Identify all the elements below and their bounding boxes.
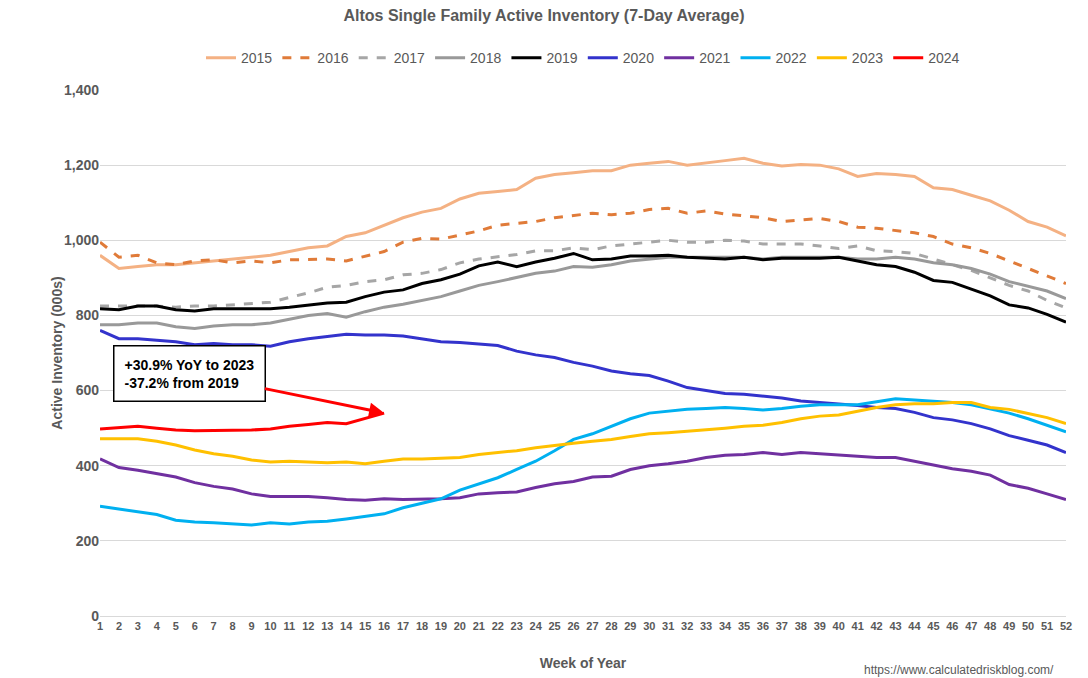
svg-text:40: 40	[833, 620, 845, 632]
svg-text:+30.9% YoY to 2023-37.2% from: +30.9% YoY to 2023-37.2% from 2019	[125, 357, 255, 391]
svg-text:23: 23	[511, 620, 523, 632]
svg-text:35: 35	[738, 620, 750, 632]
svg-text:19: 19	[435, 620, 447, 632]
svg-text:26: 26	[567, 620, 579, 632]
svg-text:2018: 2018	[470, 50, 501, 66]
svg-text:51: 51	[1041, 620, 1053, 632]
svg-text:1,400: 1,400	[64, 82, 99, 98]
svg-text:46: 46	[946, 620, 958, 632]
svg-text:49: 49	[1003, 620, 1015, 632]
svg-text:1,200: 1,200	[64, 157, 99, 173]
svg-text:https://www.calculatedriskblog: https://www.calculatedriskblog.com/	[864, 663, 1054, 677]
svg-text:Week of Year: Week of Year	[540, 655, 627, 671]
svg-text:2016: 2016	[317, 50, 348, 66]
svg-text:20: 20	[454, 620, 466, 632]
svg-text:36: 36	[757, 620, 769, 632]
svg-text:2015: 2015	[241, 50, 272, 66]
svg-text:42: 42	[870, 620, 882, 632]
svg-text:9: 9	[248, 620, 254, 632]
svg-text:200: 200	[76, 533, 100, 549]
svg-text:16: 16	[378, 620, 390, 632]
svg-text:1,000: 1,000	[64, 232, 99, 248]
svg-text:10: 10	[264, 620, 276, 632]
svg-text:38: 38	[795, 620, 807, 632]
svg-text:Active Inventory (000s): Active Inventory (000s)	[49, 276, 65, 429]
svg-text:24: 24	[530, 620, 543, 632]
svg-text:11: 11	[284, 620, 296, 632]
svg-text:8: 8	[230, 620, 236, 632]
svg-text:21: 21	[473, 620, 485, 632]
svg-text:37: 37	[776, 620, 788, 632]
svg-text:2024: 2024	[928, 50, 959, 66]
svg-text:7: 7	[211, 620, 217, 632]
svg-text:31: 31	[662, 620, 674, 632]
svg-text:25: 25	[548, 620, 560, 632]
svg-text:3: 3	[135, 620, 141, 632]
svg-text:33: 33	[700, 620, 712, 632]
svg-text:2023: 2023	[852, 50, 883, 66]
svg-text:41: 41	[852, 620, 864, 632]
svg-text:39: 39	[814, 620, 826, 632]
svg-text:2021: 2021	[699, 50, 730, 66]
svg-text:22: 22	[492, 620, 504, 632]
svg-text:44: 44	[908, 620, 921, 632]
svg-text:600: 600	[76, 382, 100, 398]
svg-text:48: 48	[984, 620, 996, 632]
svg-text:29: 29	[624, 620, 636, 632]
svg-text:28: 28	[605, 620, 617, 632]
svg-text:5: 5	[173, 620, 179, 632]
svg-text:2017: 2017	[394, 50, 425, 66]
svg-text:4: 4	[154, 620, 161, 632]
svg-text:2019: 2019	[546, 50, 577, 66]
svg-text:50: 50	[1022, 620, 1034, 632]
svg-text:14: 14	[340, 620, 353, 632]
svg-text:52: 52	[1060, 620, 1072, 632]
svg-text:45: 45	[927, 620, 939, 632]
svg-text:12: 12	[302, 620, 314, 632]
svg-text:32: 32	[681, 620, 693, 632]
svg-text:43: 43	[889, 620, 901, 632]
svg-text:15: 15	[359, 620, 371, 632]
svg-text:30: 30	[643, 620, 655, 632]
svg-text:1: 1	[97, 620, 103, 632]
svg-text:34: 34	[719, 620, 732, 632]
svg-text:800: 800	[76, 307, 100, 323]
svg-text:2: 2	[116, 620, 122, 632]
svg-text:Altos Single Family Active Inv: Altos Single Family Active Inventory (7-…	[343, 7, 744, 24]
svg-text:18: 18	[416, 620, 428, 632]
svg-text:27: 27	[586, 620, 598, 632]
svg-text:2022: 2022	[776, 50, 807, 66]
svg-text:2020: 2020	[623, 50, 654, 66]
svg-text:47: 47	[965, 620, 977, 632]
svg-text:6: 6	[192, 620, 198, 632]
svg-text:400: 400	[76, 458, 100, 474]
svg-text:17: 17	[397, 620, 409, 632]
svg-text:13: 13	[321, 620, 333, 632]
svg-text:0: 0	[91, 608, 99, 624]
